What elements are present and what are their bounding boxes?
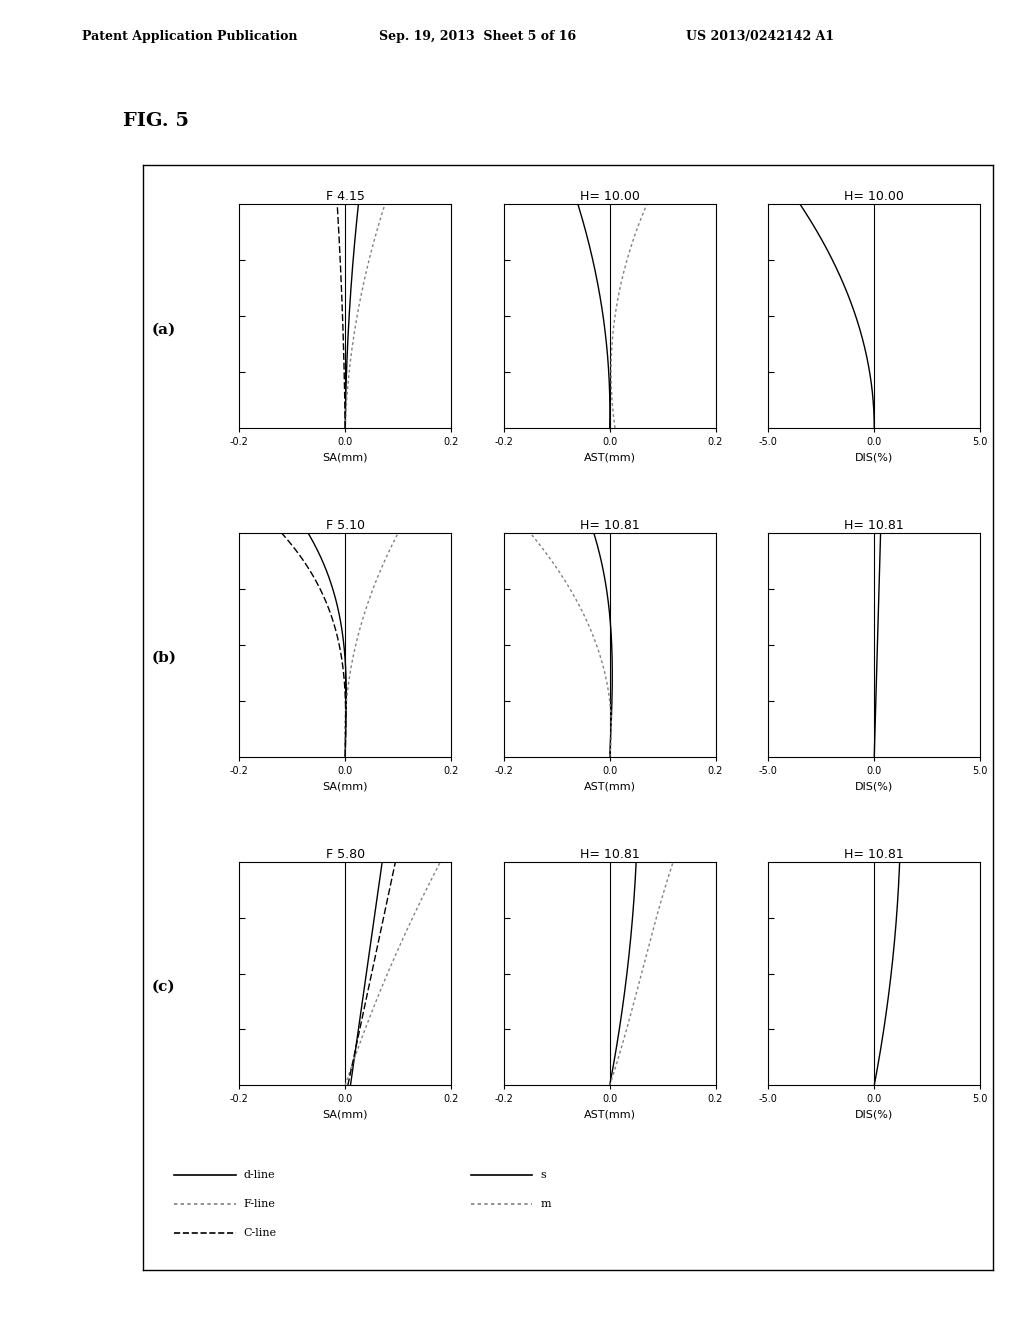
X-axis label: AST(mm): AST(mm): [584, 1110, 636, 1119]
Title: F 4.15: F 4.15: [326, 190, 365, 203]
Title: F 5.10: F 5.10: [326, 519, 365, 532]
Text: (c): (c): [152, 979, 175, 994]
Title: H= 10.00: H= 10.00: [845, 190, 904, 203]
Title: H= 10.81: H= 10.81: [580, 847, 640, 861]
Text: Sep. 19, 2013  Sheet 5 of 16: Sep. 19, 2013 Sheet 5 of 16: [379, 30, 577, 44]
X-axis label: AST(mm): AST(mm): [584, 781, 636, 791]
X-axis label: SA(mm): SA(mm): [323, 1110, 368, 1119]
Text: d-line: d-line: [244, 1170, 275, 1180]
X-axis label: DIS(%): DIS(%): [855, 781, 893, 791]
X-axis label: DIS(%): DIS(%): [855, 1110, 893, 1119]
Text: (a): (a): [152, 322, 176, 337]
X-axis label: SA(mm): SA(mm): [323, 781, 368, 791]
X-axis label: DIS(%): DIS(%): [855, 453, 893, 462]
Text: FIG. 5: FIG. 5: [123, 112, 188, 131]
Text: (b): (b): [152, 651, 176, 665]
Text: F-line: F-line: [244, 1199, 275, 1209]
X-axis label: SA(mm): SA(mm): [323, 453, 368, 462]
Title: F 5.80: F 5.80: [326, 847, 365, 861]
Title: H= 10.81: H= 10.81: [580, 519, 640, 532]
Title: H= 10.81: H= 10.81: [845, 519, 904, 532]
Text: m: m: [541, 1199, 551, 1209]
X-axis label: AST(mm): AST(mm): [584, 453, 636, 462]
Text: US 2013/0242142 A1: US 2013/0242142 A1: [686, 30, 835, 44]
Text: C-line: C-line: [244, 1228, 276, 1238]
Text: s: s: [541, 1170, 547, 1180]
Text: Patent Application Publication: Patent Application Publication: [82, 30, 297, 44]
Title: H= 10.00: H= 10.00: [580, 190, 640, 203]
Title: H= 10.81: H= 10.81: [845, 847, 904, 861]
